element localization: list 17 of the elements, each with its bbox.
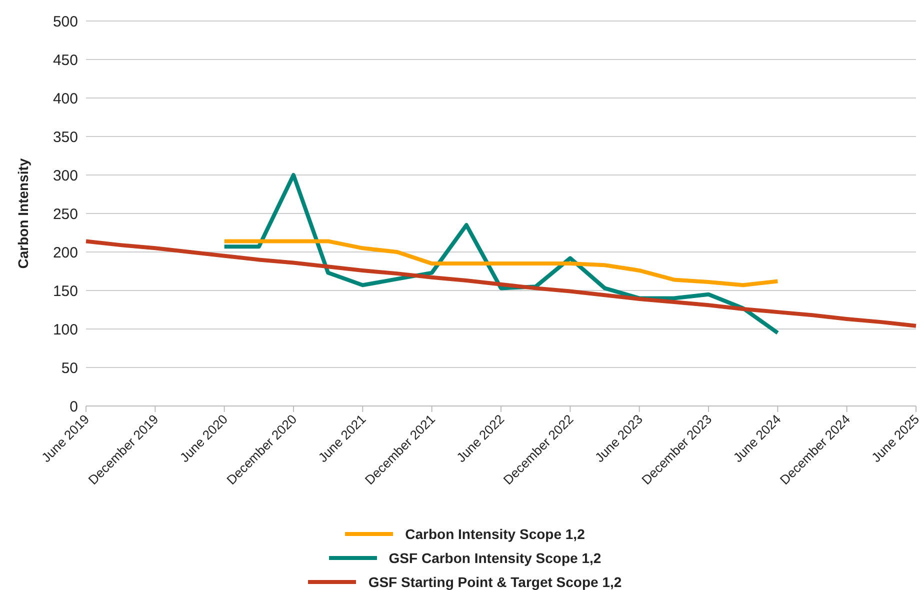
y-tick-label: 150 xyxy=(52,282,78,300)
y-tick-label: 500 xyxy=(52,13,78,30)
line-series xyxy=(84,239,918,328)
y-tick-label: 100 xyxy=(52,321,78,338)
y-tick-label: 350 xyxy=(52,128,78,146)
y-tick-label: 200 xyxy=(52,244,78,262)
y-axis-title: Carbon Intensity xyxy=(14,158,31,269)
y-tick-label: 400 xyxy=(52,90,78,108)
legend-label: GSF Carbon Intensity Scope 1,2 xyxy=(388,550,602,566)
legend-label: GSF Starting Point & Target Scope 1,2 xyxy=(368,574,622,590)
y-tick-label: 0 xyxy=(70,398,78,416)
legend-label: Carbon Intensity Scope 1,2 xyxy=(405,526,585,542)
y-tick-label: 300 xyxy=(52,167,78,184)
y-tick-label: 450 xyxy=(52,52,78,69)
line-series xyxy=(222,239,780,288)
y-tick-label: 250 xyxy=(52,206,78,223)
y-tick-label: 50 xyxy=(61,360,78,377)
